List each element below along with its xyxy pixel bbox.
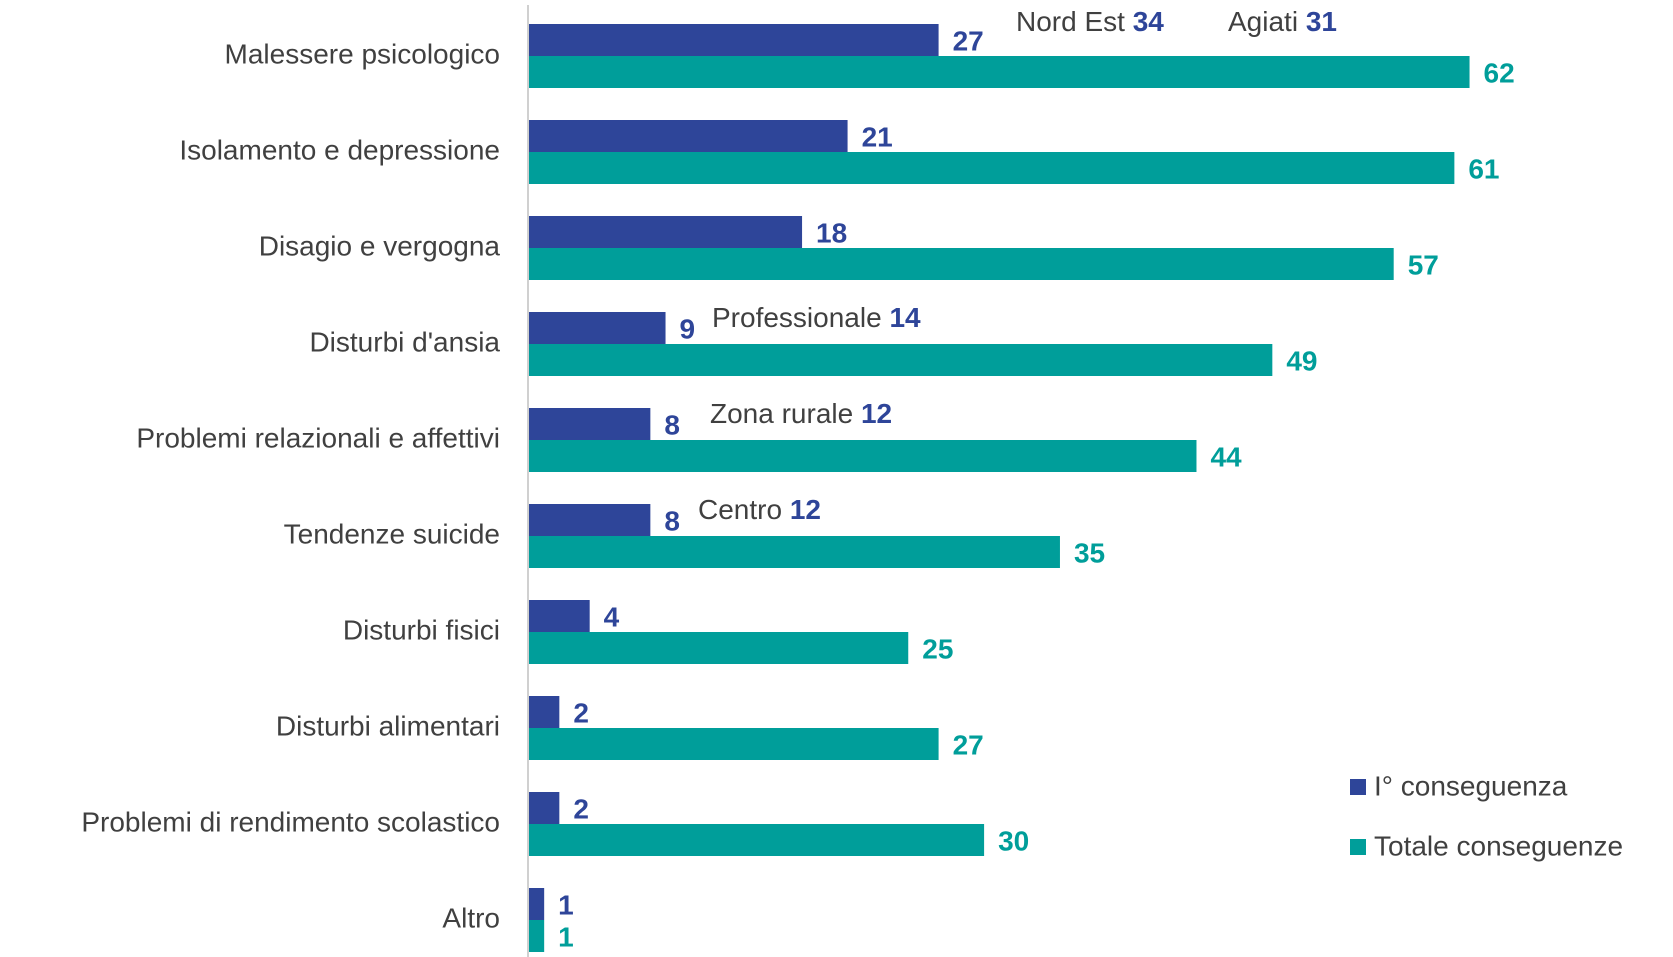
value-label: 18 bbox=[816, 217, 847, 248]
value-label: 61 bbox=[1468, 153, 1499, 184]
value-label: 1 bbox=[558, 889, 574, 920]
bar bbox=[529, 824, 985, 856]
value-label: 49 bbox=[1286, 345, 1317, 376]
bar bbox=[529, 600, 590, 632]
bar bbox=[529, 696, 560, 728]
value-label: 2 bbox=[573, 793, 589, 824]
value-label: 2 bbox=[573, 697, 589, 728]
bar bbox=[529, 312, 666, 344]
annotation: Agiati 31 bbox=[1228, 6, 1337, 37]
bar bbox=[529, 632, 909, 664]
bar bbox=[529, 248, 1394, 280]
bar bbox=[529, 216, 803, 248]
value-label: 21 bbox=[862, 121, 893, 152]
annotation-label: Nord Est bbox=[1016, 6, 1125, 37]
category-label: Problemi di rendimento scolastico bbox=[81, 806, 500, 837]
legend-swatch bbox=[1350, 779, 1366, 795]
category-label: Malessere psicologico bbox=[225, 38, 500, 69]
annotation: Nord Est 34 bbox=[1016, 6, 1164, 37]
annotation-label: Zona rurale bbox=[710, 398, 853, 429]
bar bbox=[529, 408, 651, 440]
bar bbox=[529, 792, 560, 824]
value-label: 57 bbox=[1408, 249, 1439, 280]
bar bbox=[529, 344, 1273, 376]
bar bbox=[529, 24, 939, 56]
value-label: 62 bbox=[1484, 57, 1515, 88]
category-label: Disturbi d'ansia bbox=[309, 326, 500, 357]
value-label: 25 bbox=[922, 633, 953, 664]
category-label: Isolamento e depressione bbox=[179, 134, 500, 165]
value-label: 35 bbox=[1074, 537, 1105, 568]
value-label: 44 bbox=[1210, 441, 1242, 472]
legend-swatch bbox=[1350, 839, 1366, 855]
legend-label: Totale conseguenze bbox=[1374, 830, 1623, 861]
annotation-value: 31 bbox=[1306, 6, 1337, 37]
category-label: Altro bbox=[442, 902, 500, 933]
value-label: 30 bbox=[998, 825, 1029, 856]
bar bbox=[529, 56, 1470, 88]
bar bbox=[529, 504, 651, 536]
value-label: 27 bbox=[953, 25, 984, 56]
value-label: 9 bbox=[680, 313, 696, 344]
annotation-label: Agiati bbox=[1228, 6, 1298, 37]
annotation: Professionale 14 bbox=[712, 302, 921, 333]
category-label: Tendenze suicide bbox=[284, 518, 500, 549]
bar bbox=[529, 152, 1455, 184]
category-label: Disturbi alimentari bbox=[276, 710, 500, 741]
value-label: 4 bbox=[604, 601, 620, 632]
annotation-label: Centro bbox=[698, 494, 782, 525]
bar bbox=[529, 440, 1197, 472]
bar bbox=[529, 920, 545, 952]
category-label: Disagio e vergogna bbox=[259, 230, 501, 261]
bar bbox=[529, 120, 848, 152]
annotation: Zona rurale 12 bbox=[710, 398, 892, 429]
category-label: Disturbi fisici bbox=[343, 614, 500, 645]
category-label: Problemi relazionali e affettivi bbox=[136, 422, 500, 453]
bar bbox=[529, 728, 939, 760]
legend-label: I° conseguenza bbox=[1374, 770, 1568, 801]
value-label: 1 bbox=[558, 921, 574, 952]
bar bbox=[529, 888, 545, 920]
value-label: 8 bbox=[664, 505, 680, 536]
annotation-value: 34 bbox=[1133, 6, 1165, 37]
bar bbox=[529, 536, 1060, 568]
annotation: Centro 12 bbox=[698, 494, 821, 525]
annotation-label: Professionale bbox=[712, 302, 882, 333]
annotation-value: 12 bbox=[861, 398, 892, 429]
value-label: 27 bbox=[953, 729, 984, 760]
annotation-value: 14 bbox=[889, 302, 921, 333]
annotation-value: 12 bbox=[790, 494, 821, 525]
value-label: 8 bbox=[664, 409, 680, 440]
